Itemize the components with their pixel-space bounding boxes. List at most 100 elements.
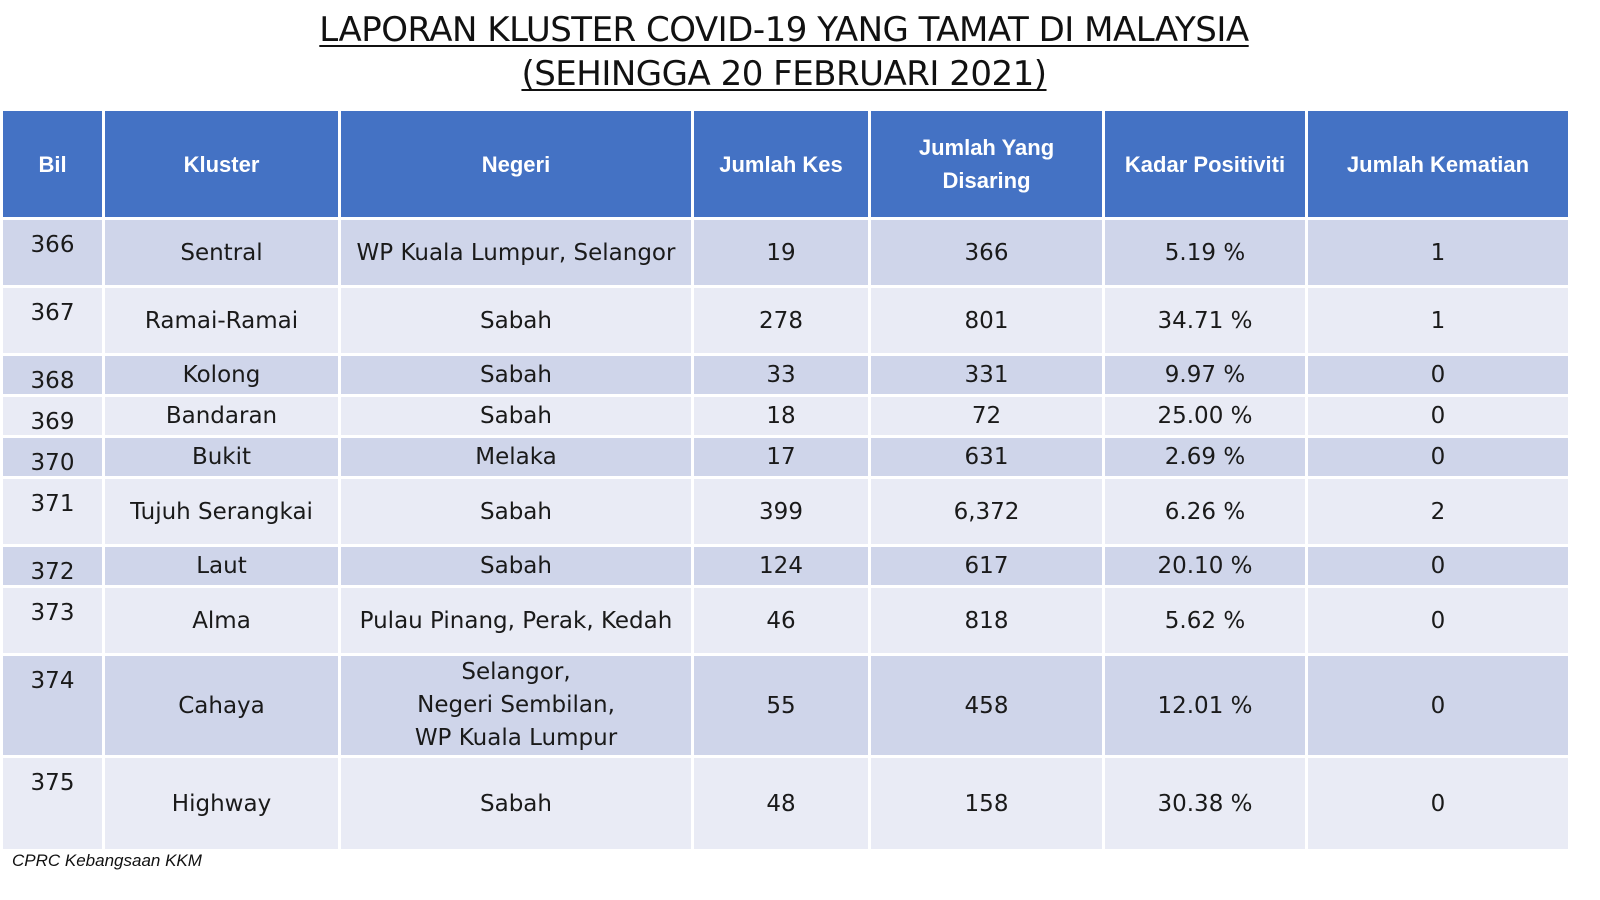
cell-kadar-positiviti: 2.69 % [1102,435,1308,479]
negeri-line: Sabah [480,307,552,334]
cell-kadar-positiviti: 5.19 % [1102,217,1308,288]
negeri-line: Negeri Sembilan, [417,692,615,718]
cell-jumlah-kes: 399 [691,476,871,547]
cell-negeri: Sabah [338,285,694,356]
cell-jumlah-kes: 278 [691,285,871,356]
table-row: 370 Bukit Melaka 17 631 2.69 % 0 [0,435,1571,479]
table-row: 367 Ramai-Ramai Sabah 278 801 34.71 % 1 [0,285,1571,356]
table-row: 371 Tujuh Serangkai Sabah 399 6,372 6.26 % 2 [0,476,1571,547]
cell-jumlah-disaring: 818 [868,585,1105,656]
cell-jumlah-kes: 124 [691,544,871,588]
table-row: 375 Highway Sabah 48 158 30.38 % 0 [0,755,1571,852]
table-row: 369 Bandaran Sabah 18 72 25.00 % 0 [0,394,1571,438]
cell-jumlah-kematian: 0 [1305,585,1571,656]
report-title-line1: LAPORAN KLUSTER COVID-19 YANG TAMAT DI M… [319,10,1249,50]
cell-jumlah-disaring: 366 [868,217,1105,288]
cell-jumlah-disaring: 631 [868,435,1105,479]
cell-kadar-positiviti: 6.26 % [1102,476,1308,547]
cell-bil: 367 [0,285,105,356]
cell-kluster: Cahaya [102,653,341,758]
cell-jumlah-kematian: 0 [1305,755,1571,852]
cell-jumlah-kematian: 1 [1305,285,1571,356]
cell-jumlah-disaring: 158 [868,755,1105,852]
cell-jumlah-disaring: 458 [868,653,1105,758]
cell-jumlah-kes: 33 [691,353,871,397]
cell-jumlah-kes: 18 [691,394,871,438]
cell-kluster: Highway [102,755,341,852]
table-row: 374 Cahaya Selangor, Negeri Sembilan, WP Kua… [0,653,1571,758]
cell-kluster: Sentral [102,217,341,288]
cell-bil: 370 [0,435,105,479]
header-jumlah-kematian: Jumlah Kematian [1305,108,1571,220]
cell-jumlah-kematian: 0 [1305,394,1571,438]
cell-jumlah-kematian: 0 [1305,353,1571,397]
table-row: 366 Sentral WP Kuala Lumpur, Selangor 19 366… [0,217,1571,288]
negeri-line: Sabah [480,553,552,579]
negeri-line: WP Kuala Lumpur [414,725,618,751]
header-jumlah-disaring-line1: Jumlah Yang [918,135,1055,160]
cell-jumlah-disaring: 331 [868,353,1105,397]
cell-kluster: Laut [102,544,341,588]
cell-kadar-positiviti: 25.00 % [1102,394,1308,438]
cell-bil: 369 [0,394,105,438]
cell-jumlah-kematian: 0 [1305,653,1571,758]
source-footer: CPRC Kebangsaan KKM [12,851,202,870]
header-jumlah-kes: Jumlah Kes [691,108,871,220]
negeri-line: Melaka [475,444,557,470]
negeri-line: Selangor, [461,659,571,685]
negeri-line: Pulau Pinang, Perak, Kedah [359,607,673,634]
report-title-line2: (SEHINGGA 20 FEBRUARI 2021) [521,54,1047,94]
cell-negeri: Sabah [338,394,694,438]
cell-kluster: Bandaran [102,394,341,438]
header-negeri: Negeri [338,108,694,220]
cell-bil: 366 [0,217,105,288]
cell-jumlah-kes: 46 [691,585,871,656]
cell-kadar-positiviti: 20.10 % [1102,544,1308,588]
cell-jumlah-disaring: 801 [868,285,1105,356]
cell-kluster: Ramai-Ramai [102,285,341,356]
negeri-line: Sabah [480,790,552,817]
cell-jumlah-kes: 48 [691,755,871,852]
cell-jumlah-disaring: 72 [868,394,1105,438]
cell-negeri: Sabah [338,755,694,852]
cell-jumlah-disaring: 617 [868,544,1105,588]
cell-kadar-positiviti: 34.71 % [1102,285,1308,356]
cell-jumlah-kematian: 0 [1305,544,1571,588]
negeri-line: Sabah [480,498,552,525]
cell-kluster: Bukit [102,435,341,479]
cell-jumlah-kematian: 1 [1305,217,1571,288]
cell-jumlah-kes: 55 [691,653,871,758]
cell-kluster: Kolong [102,353,341,397]
cell-negeri: Selangor, Negeri Sembilan, WP Kuala Lumpur [338,653,694,758]
cell-kadar-positiviti: 12.01 % [1102,653,1308,758]
cluster-table: Bil Kluster Negeri Jumlah Kes Jumlah Yan… [0,108,1571,852]
table-row: 373 Alma Pulau Pinang, Perak, Kedah 46 818 5.… [0,585,1571,656]
header-bil: Bil [0,108,105,220]
negeri-line: Sabah [480,403,552,429]
cell-negeri: Sabah [338,476,694,547]
cell-bil: 375 [0,755,105,852]
cell-negeri: Pulau Pinang, Perak, Kedah [338,585,694,656]
cell-jumlah-kematian: 2 [1305,476,1571,547]
cell-bil: 372 [0,544,105,588]
cell-bil: 374 [0,653,105,758]
cell-kadar-positiviti: 9.97 % [1102,353,1308,397]
cell-negeri: WP Kuala Lumpur, Selangor [338,217,694,288]
table-row: 372 Laut Sabah 124 617 20.10 % 0 [0,544,1571,588]
cell-jumlah-kes: 17 [691,435,871,479]
cell-kadar-positiviti: 5.62 % [1102,585,1308,656]
cell-jumlah-kes: 19 [691,217,871,288]
cell-kluster: Alma [102,585,341,656]
cell-negeri: Sabah [338,353,694,397]
table-row: 368 Kolong Sabah 33 331 9.97 % 0 [0,353,1571,397]
cell-bil: 368 [0,353,105,397]
negeri-line: WP Kuala Lumpur, Selangor [356,239,676,266]
table-header-row: Bil Kluster Negeri Jumlah Kes Jumlah Yan… [0,108,1571,220]
cell-jumlah-disaring: 6,372 [868,476,1105,547]
report-title: LAPORAN KLUSTER COVID-19 YANG TAMAT DI M… [0,8,1568,96]
header-jumlah-disaring: Jumlah Yang Disaring [868,108,1105,220]
cell-jumlah-kematian: 0 [1305,435,1571,479]
cell-bil: 373 [0,585,105,656]
header-kadar-positiviti: Kadar Positiviti [1102,108,1308,220]
header-kluster: Kluster [102,108,341,220]
